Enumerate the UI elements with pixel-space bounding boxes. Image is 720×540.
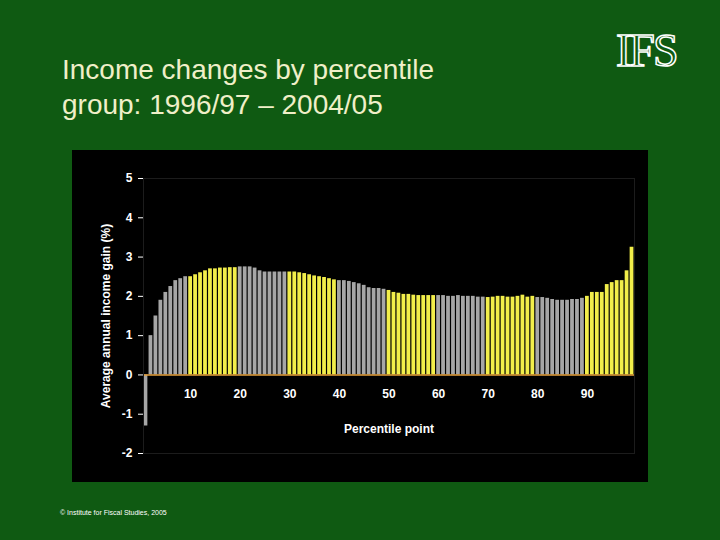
svg-text:30: 30 (283, 387, 297, 401)
html-text:Income changes by percentile g: Income changes by percentile group: 1996… (62, 54, 434, 120)
svg-text:-2: -2 (122, 446, 133, 460)
svg-text:1: 1 (126, 328, 133, 342)
svg-text:0: 0 (126, 368, 133, 382)
svg-text:3: 3 (126, 250, 133, 264)
svg-text:20: 20 (234, 387, 248, 401)
svg-text:70: 70 (482, 387, 496, 401)
svg-text:5: 5 (126, 171, 133, 185)
svg-text:90: 90 (581, 387, 595, 401)
svg-text:50: 50 (382, 387, 396, 401)
svg-text:80: 80 (531, 387, 545, 401)
svg-text:Percentile point: Percentile point (344, 422, 434, 436)
svg-text:10: 10 (184, 387, 198, 401)
svg-text:2: 2 (126, 289, 133, 303)
svg-text:4: 4 (126, 211, 133, 225)
svg-text:40: 40 (333, 387, 347, 401)
svg-text:60: 60 (432, 387, 446, 401)
html-text:© Institute for Fiscal Studies: © Institute for Fiscal Studies, 2005 (60, 509, 167, 516)
svg-text:Average annual income gain (%): Average annual income gain (%) (99, 224, 113, 408)
svg-text:-1: -1 (122, 407, 133, 421)
html-text:IFS: IFS (616, 25, 677, 76)
